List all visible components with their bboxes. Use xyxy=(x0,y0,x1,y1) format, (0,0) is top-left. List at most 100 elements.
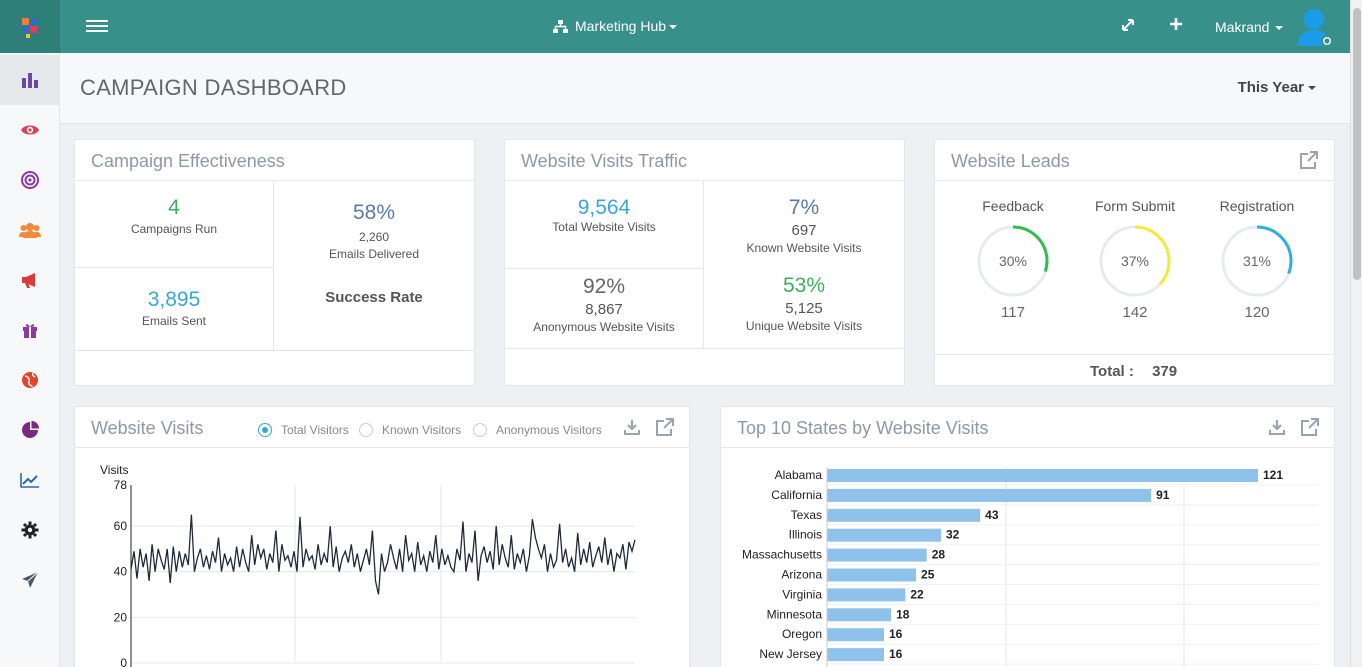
download-icon[interactable] xyxy=(1269,419,1285,440)
page-scrollbar[interactable] xyxy=(1350,0,1362,667)
campaign-effectiveness-card: Campaign Effectiveness 4 Campaigns Run 3… xyxy=(74,139,475,386)
bar[interactable] xyxy=(827,488,1152,502)
radio-anonymous-visitors[interactable]: Anonymous Visitors xyxy=(473,423,602,437)
sidebar-item-targets[interactable] xyxy=(0,155,60,205)
external-link-icon[interactable] xyxy=(1299,151,1319,174)
category-label: California xyxy=(771,488,822,502)
bar-chart-icon xyxy=(22,73,38,88)
data-label: 43 xyxy=(985,508,999,522)
radio-label: Anonymous Visitors xyxy=(496,423,602,437)
anonymous-visits-label: Anonymous Website Visits xyxy=(533,320,675,334)
radio-button-selected[interactable] xyxy=(258,423,272,437)
sidebar-item-campaigns[interactable] xyxy=(0,255,60,305)
emails-delivered-value: 2,260 xyxy=(358,230,390,244)
pie-chart-icon xyxy=(22,421,39,438)
y-axis-label: Visits xyxy=(100,463,128,477)
data-label: 91 xyxy=(1156,488,1170,502)
website-visits-card: Website Visits Total Visitors Known Visi… xyxy=(74,406,690,667)
known-visits-percent: 7% xyxy=(788,196,820,219)
emails-delivered-label: Emails Delivered xyxy=(328,247,420,261)
website-visits-traffic-card: Website Visits Traffic 9,564 Total Websi… xyxy=(504,139,905,386)
unique-visits-label: Unique Website Visits xyxy=(745,319,863,333)
sidebar-item-send[interactable] xyxy=(0,555,60,605)
data-label: 28 xyxy=(932,548,946,562)
fullscreen-icon[interactable] xyxy=(1120,17,1136,38)
avatar[interactable] xyxy=(1296,6,1336,48)
lead-donut-chart: 37% xyxy=(1099,225,1171,297)
external-link-icon[interactable] xyxy=(1300,418,1320,441)
series-line-total-visitors xyxy=(130,514,636,595)
sidebar-item-reports[interactable] xyxy=(0,405,60,455)
lead-category-label: Form Submit xyxy=(1094,198,1176,214)
bar[interactable] xyxy=(827,628,884,642)
radio-label: Known Visitors xyxy=(382,423,462,437)
data-label: 18 xyxy=(896,607,910,621)
donut-percent: 31% xyxy=(1243,253,1271,269)
data-label: 16 xyxy=(889,627,903,641)
period-dropdown[interactable]: This Year xyxy=(1238,79,1316,96)
radio-known-visitors[interactable]: Known Visitors xyxy=(359,423,461,437)
y-tick-label: 78 xyxy=(114,478,128,492)
bar[interactable] xyxy=(827,568,917,582)
sidebar-item-analytics[interactable] xyxy=(0,455,60,505)
menu-toggle-icon[interactable] xyxy=(86,17,108,37)
user-name: Makrand xyxy=(1215,19,1270,35)
sidebar xyxy=(0,53,60,667)
donut-arc xyxy=(1099,225,1171,297)
sidebar-item-views[interactable] xyxy=(0,105,60,155)
gear-icon xyxy=(21,521,39,539)
emails-sent-label: Emails Sent xyxy=(141,314,207,328)
lead-donut-chart: 31% xyxy=(1221,225,1293,297)
chevron-down-icon xyxy=(669,25,678,29)
user-menu-dropdown[interactable]: Makrand xyxy=(1215,19,1284,35)
data-label: 25 xyxy=(921,568,935,582)
sidebar-item-dashboard[interactable] xyxy=(0,55,60,105)
bar[interactable] xyxy=(827,469,1258,482)
campaigns-run-value: 4 xyxy=(168,196,180,219)
sidebar-item-offers[interactable] xyxy=(0,305,60,355)
top-navigation-bar: Marketing Hub Makrand xyxy=(0,0,1350,53)
radio-label: Total Visitors xyxy=(281,423,349,437)
website-leads-card: Website Leads Feedback 30% 117 Form Submit 3… xyxy=(934,139,1335,386)
trend-line-icon xyxy=(20,473,39,488)
success-rate-percent: 58% xyxy=(352,201,396,224)
bar[interactable] xyxy=(827,588,906,602)
bar[interactable] xyxy=(827,548,927,562)
gift-icon xyxy=(23,324,37,338)
card-title: Top 10 States by Website Visits xyxy=(737,418,989,438)
hub-selector-dropdown[interactable]: Marketing Hub xyxy=(553,18,678,34)
website-visits-line-chart: Visits 0 20 40 60 78 xyxy=(100,463,636,667)
app-logo[interactable] xyxy=(0,0,60,53)
lead-category-label: Feedback xyxy=(982,198,1044,214)
success-rate-label: Success Rate xyxy=(325,289,423,306)
y-tick-label: 60 xyxy=(114,519,128,533)
bar[interactable] xyxy=(827,508,981,522)
category-label: Virginia xyxy=(782,587,822,601)
bar[interactable] xyxy=(827,608,892,622)
sidebar-item-contacts[interactable] xyxy=(0,205,60,255)
chevron-down-icon xyxy=(1308,86,1316,90)
bar[interactable] xyxy=(827,528,941,542)
category-label: Minnesota xyxy=(767,607,823,621)
bar[interactable] xyxy=(827,648,884,662)
scrollbar-thumb[interactable] xyxy=(1353,8,1361,280)
sidebar-item-web[interactable] xyxy=(0,355,60,405)
add-icon[interactable] xyxy=(1169,17,1183,36)
lead-count: 142 xyxy=(1122,304,1148,321)
donut-arc xyxy=(1221,225,1293,297)
donut-arc xyxy=(977,225,1049,297)
category-label: New Jersey xyxy=(759,647,822,661)
download-icon[interactable] xyxy=(624,419,640,440)
globe-icon xyxy=(22,372,38,388)
known-visits-label: Known Website Visits xyxy=(746,241,862,255)
anonymous-visits-value: 8,867 xyxy=(585,301,623,318)
page-header: CAMPAIGN DASHBOARD This Year xyxy=(60,53,1350,124)
total-visits-label: Total Website Visits xyxy=(552,220,656,234)
radio-total-visitors[interactable]: Total Visitors xyxy=(258,423,349,437)
sidebar-item-settings[interactable] xyxy=(0,505,60,555)
radio-button[interactable] xyxy=(473,423,487,437)
radio-button[interactable] xyxy=(359,423,373,437)
external-link-icon[interactable] xyxy=(655,418,675,441)
leads-total-value: 379 xyxy=(1152,363,1178,380)
chevron-down-icon xyxy=(1275,26,1284,30)
